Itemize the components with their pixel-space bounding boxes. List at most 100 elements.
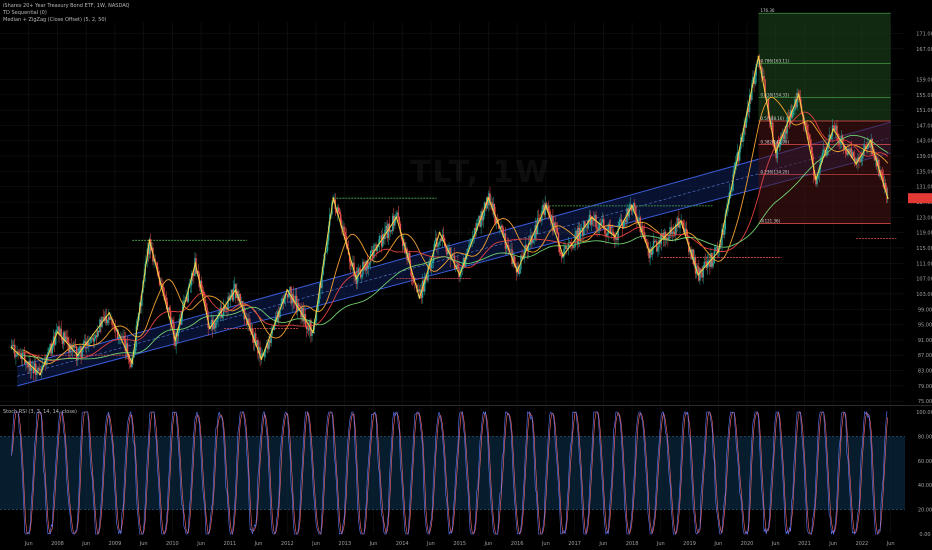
candle-body (166, 301, 168, 310)
candle-body (120, 335, 122, 337)
candle-body (702, 266, 704, 278)
candle-body (793, 110, 795, 112)
candle-body (80, 346, 82, 358)
time-tick-label: Jun (713, 541, 722, 547)
candle-body (824, 149, 826, 151)
candle-body (447, 250, 449, 255)
candle-body (141, 292, 143, 307)
candle-body (850, 148, 852, 157)
candle-body (580, 228, 583, 229)
candle-body (390, 230, 393, 232)
price-tick-label: 167.00 (916, 47, 932, 53)
candle-body (226, 308, 228, 310)
candle-body (509, 249, 511, 251)
candle-body (380, 235, 383, 247)
candle-body (114, 325, 117, 331)
candle-body (94, 335, 97, 339)
candle-body (134, 346, 136, 354)
candle-body (816, 178, 818, 185)
candle-body (650, 248, 652, 255)
zigzag-pivot (438, 231, 441, 234)
candle-body (764, 79, 766, 97)
oscillator-legend[interactable]: Stoch RSI (3, 3, 14, 14, close) (3, 409, 77, 415)
candle-body (379, 235, 382, 237)
candle-body (699, 268, 701, 281)
candle-body (148, 239, 151, 255)
candle-body (147, 248, 150, 255)
candle-body (338, 211, 341, 215)
fibonacci-zones (758, 12, 891, 224)
candle-body (857, 157, 859, 163)
candle-body (327, 225, 330, 241)
time-tick-label: Jun (656, 541, 665, 547)
candle-body (842, 143, 845, 150)
price-tick-label: 75.00 (918, 399, 932, 405)
candle-body (258, 347, 260, 354)
price-tick-label: 123.00 (916, 215, 932, 221)
candle-body (163, 287, 165, 296)
zigzag-pivot (286, 289, 289, 291)
fib-level-label: 0.236(134.20) (760, 169, 789, 174)
chart-legend: iShares 20+ Year Treasury Bond ETF, 1W, … (3, 3, 129, 24)
candle-body (500, 225, 502, 229)
candle-body (314, 320, 317, 323)
candle-body (814, 175, 816, 180)
candle-body (325, 251, 328, 253)
candle-body (175, 333, 177, 346)
candle-body (171, 319, 173, 324)
candle-body (767, 99, 770, 119)
candle-body (503, 233, 506, 237)
candle-body (489, 193, 491, 203)
candle-body (597, 229, 599, 230)
candle-body (253, 333, 256, 343)
candle-body (358, 268, 361, 270)
candle-body (648, 248, 650, 259)
candle-body (288, 290, 290, 298)
symbol-title[interactable]: iShares 20+ Year Treasury Bond ETF, 1W, … (3, 3, 130, 9)
candle-body (368, 262, 371, 266)
indicator-label-td[interactable]: TD Sequential (0) (3, 10, 47, 16)
candle-body (95, 335, 98, 337)
time-axis[interactable]: Jun 2008 Jun 2009 Jun 2010 Jun 2011 Jun 2012 Jun 20… (24, 541, 895, 547)
zigzag-pivot (260, 358, 263, 360)
candle-body (567, 242, 570, 249)
candle-body (490, 202, 492, 203)
candle-body (437, 245, 439, 247)
fib-annotations: 176.30 0.786(163.11) 0.618(154.33) 0.5(148.… (760, 8, 789, 223)
candle-body (116, 329, 119, 339)
candle-body (420, 289, 423, 298)
time-tick-label: 2021 (798, 541, 811, 547)
fib-level-label: 0.618(154.33) (760, 92, 789, 97)
price-tick-label: 159.00 (916, 77, 932, 83)
candle-body (757, 59, 760, 61)
candle-body (703, 261, 706, 267)
candle-body (550, 214, 552, 221)
candle-body (62, 332, 65, 344)
candle-body (204, 295, 206, 303)
candle-body (224, 306, 226, 310)
price-axis[interactable]: 171.00 167.00 159.00 155.00 151.00 147.00 143.… (908, 31, 932, 538)
price-tick-label: 151.00 (916, 108, 932, 114)
candle-body (789, 110, 792, 124)
candle-body (51, 346, 54, 354)
candle-body (389, 230, 392, 232)
candle-body (867, 145, 869, 149)
zigzag-pivot (815, 178, 817, 180)
candle-body (514, 263, 517, 267)
time-tick-label: Jun (771, 541, 780, 547)
candle-body (752, 77, 754, 85)
candle-body (751, 84, 753, 100)
candle-body (721, 229, 723, 246)
candle-body (73, 345, 76, 348)
candle-body (782, 134, 784, 139)
time-tick-label: 2019 (683, 541, 696, 547)
candle-body (786, 116, 788, 134)
zigzag-pivot (886, 197, 889, 200)
candle-body (311, 330, 313, 336)
candle-body (532, 240, 534, 243)
indicator-label-zigzag[interactable]: Median + ZigZag (Close Offset) (5, 2, 50… (3, 17, 107, 23)
candle-body (566, 248, 569, 249)
candle-body (510, 249, 512, 251)
zigzag-pivot (418, 296, 421, 299)
